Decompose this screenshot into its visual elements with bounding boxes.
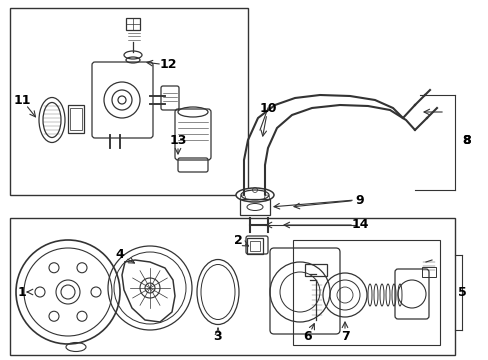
Text: 14: 14 [350,219,368,231]
Bar [10,218,454,355]
Bar [249,241,260,251]
Text: 13: 13 [169,134,186,147]
Ellipse shape [236,188,273,202]
Text: 12: 12 [159,58,176,72]
Text: 6: 6 [303,330,312,343]
Text: 10: 10 [259,102,276,114]
Text: 2: 2 [233,234,242,247]
Bar [292,240,439,345]
Bar [70,108,82,130]
Text: 7: 7 [340,330,348,343]
Text: 5: 5 [457,285,466,298]
Bar [68,105,84,133]
Bar [10,8,247,195]
Text: 3: 3 [213,330,222,343]
Bar [126,18,140,30]
Text: 4: 4 [115,248,124,261]
Text: 8: 8 [462,134,470,147]
Text: 9: 9 [355,194,364,207]
Bar [246,238,263,254]
Text: 8: 8 [462,134,470,147]
Text: 11: 11 [13,94,31,107]
Text: 1: 1 [18,285,26,298]
